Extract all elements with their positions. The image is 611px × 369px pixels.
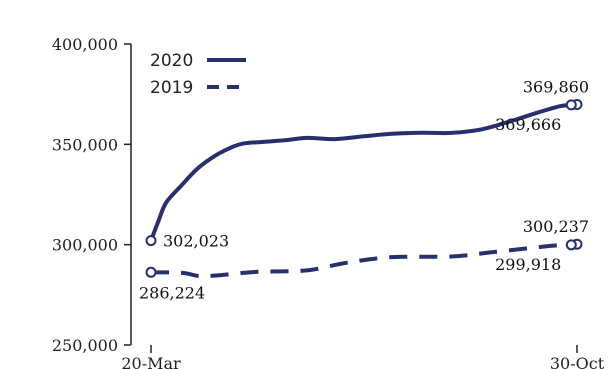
chart-legend: 2020 2019 <box>150 51 246 98</box>
data-label: 300,237 <box>523 217 589 236</box>
data-label: 286,224 <box>139 283 205 302</box>
series-line-2020 <box>149 102 578 242</box>
data-label: 369,666 <box>495 115 561 134</box>
y-tick-label: 350,000 <box>52 135 118 154</box>
x-tick-label: 20-Mar <box>121 354 181 369</box>
data-label: 302,023 <box>163 232 229 251</box>
data-label: 299,918 <box>495 255 561 274</box>
y-tick-label: 300,000 <box>52 236 118 255</box>
series-line-2019 <box>150 242 578 279</box>
x-axis-ticks: 20-Mar 30-Oct <box>121 345 605 369</box>
data-label: 369,860 <box>523 77 589 96</box>
data-point-marker <box>565 99 577 111</box>
y-axis-ticks: 250,000 300,000 350,000 400,000 <box>52 35 131 355</box>
data-point-marker <box>145 266 157 278</box>
marker-layer <box>145 98 583 278</box>
legend-label-2019: 2019 <box>150 78 193 98</box>
legend-label-2020: 2020 <box>150 51 193 71</box>
chart-axes: 250,000 300,000 350,000 400,000 20-Mar 30-Oc… <box>52 35 605 369</box>
data-label-layer: 302,023 369,860 369,666 286,224 300,237 299,9… <box>139 77 589 302</box>
x-tick-label: 30-Oct <box>550 354 605 369</box>
y-tick-label: 250,000 <box>52 336 118 355</box>
data-point-marker <box>145 235 157 247</box>
series-layer <box>149 102 578 279</box>
data-point-marker <box>565 239 577 251</box>
y-tick-label: 400,000 <box>52 35 118 54</box>
